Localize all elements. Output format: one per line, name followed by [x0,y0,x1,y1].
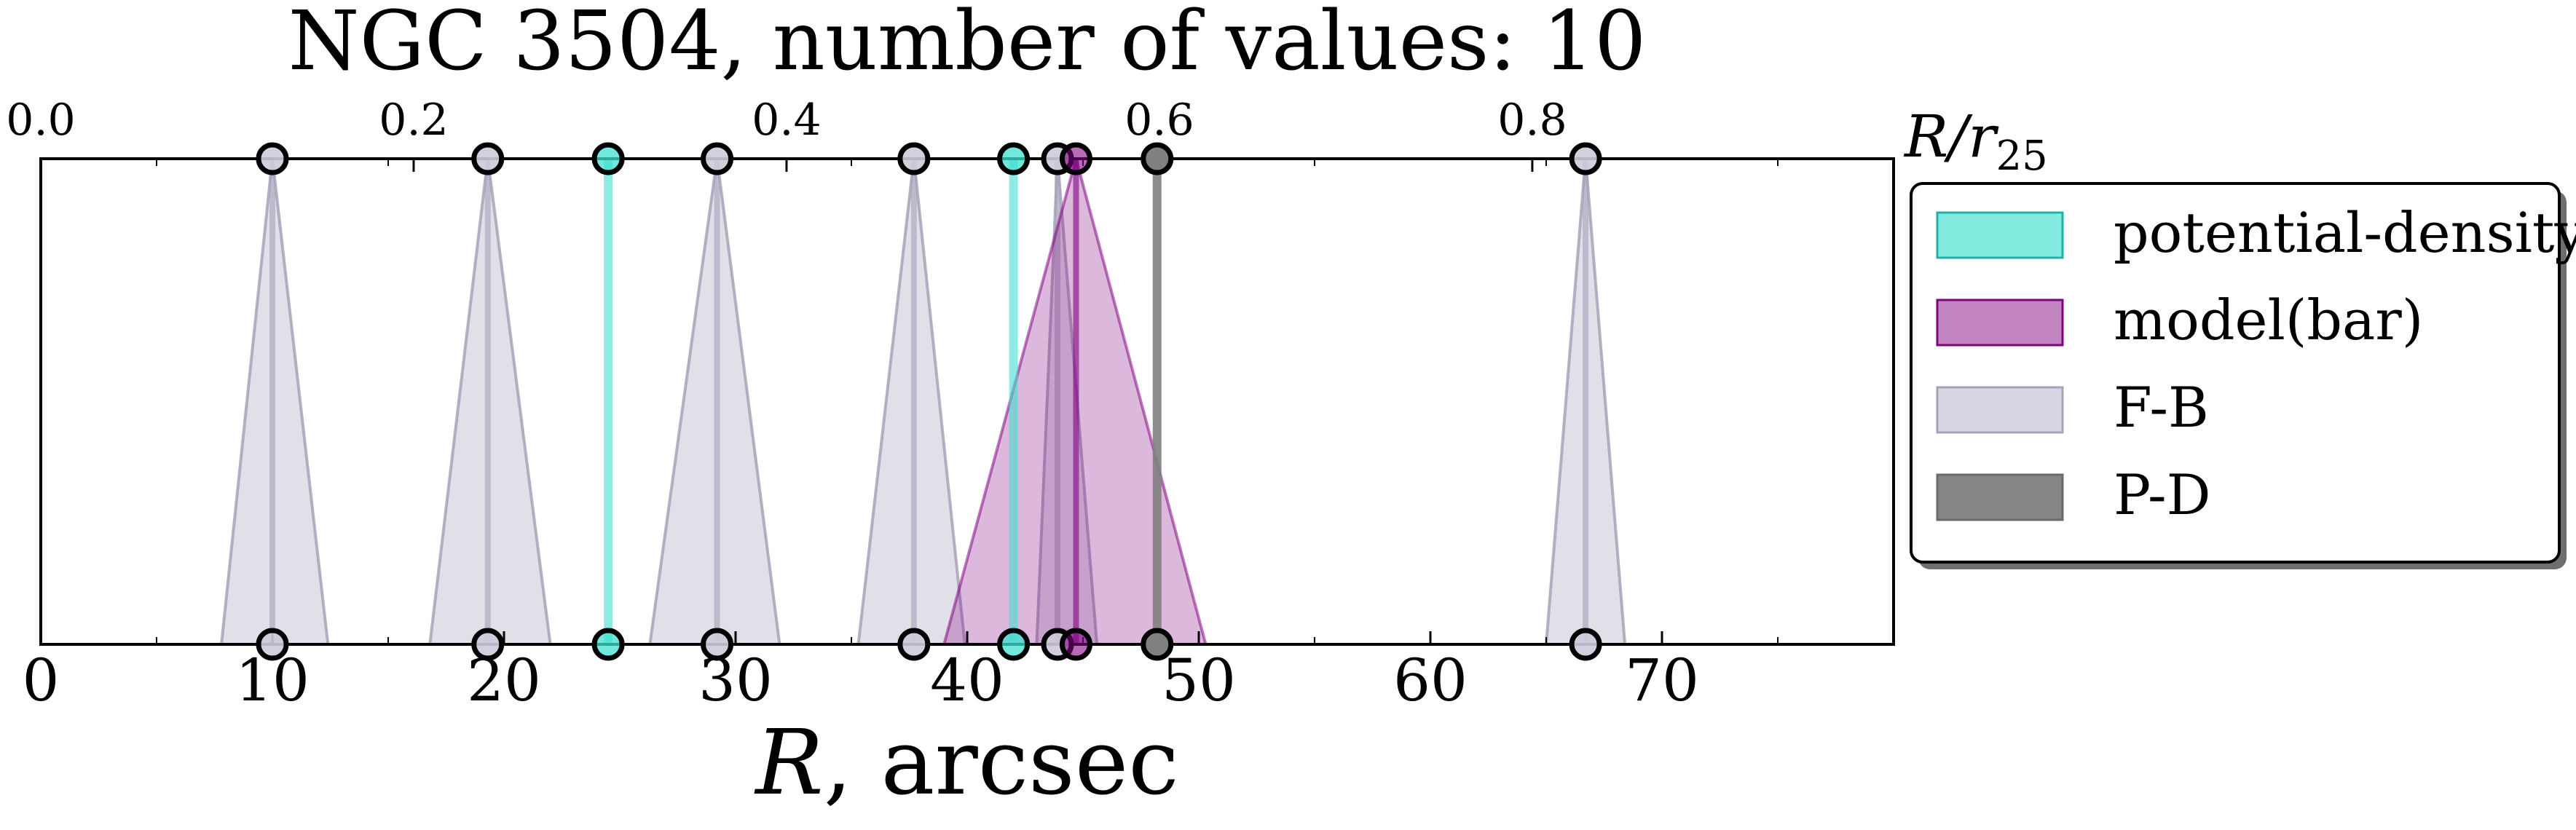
legend-label-potential-density: potential-density [2114,200,2576,265]
potential-density-marker-1-top [997,142,1031,175]
x-tick-label-6: 60 [1393,647,1468,714]
potential-density-marker-0-top [591,142,625,175]
legend-label-p-d: P-D [2114,462,2211,527]
x-tick-label-0: 0 [23,647,60,714]
legend-swatch-p-d [1936,473,2064,521]
legend-swatch-model-bar [1936,299,2064,347]
f-b-marker-0-bottom [256,628,289,661]
x-tick-label-5: 50 [1162,647,1236,714]
plot-frame [39,157,1895,646]
series-layer [220,159,1627,644]
p-d-marker-0-top [1141,142,1174,175]
marker-layer [256,142,1602,661]
f-b-marker-5-bottom [1569,628,1602,661]
legend: potential-density model(bar) F-B P-D [1910,182,2576,569]
top-axis-label-main: R/r [1903,103,1999,170]
legend-entries: potential-density model(bar) F-B P-D [1936,200,2576,527]
legend-swatch-potential-density [1936,211,2064,259]
p-d-marker-0-bottom [1141,628,1174,661]
x-tick-label-4: 40 [930,647,1004,714]
f-b-marker-0-top [256,142,289,175]
x-axis-label: R, arcsec [754,711,1178,815]
legend-swatch-f-b [1936,386,2064,434]
f-b-marker-2-bottom [701,628,734,661]
x-tick-label-7: 70 [1625,647,1699,714]
f-b-marker-5-top [1569,142,1602,175]
f-b-marker-3-top [897,142,931,175]
chart-title: NGC 3504, number of values: 10 [288,0,1647,89]
potential-density-marker-1-bottom [997,628,1031,661]
top-tick-label-1: 0.2 [379,95,448,146]
top-axis: 0.0 0.2 0.4 0.6 0.8 [6,95,1567,172]
model-bar-marker-0-top [1059,142,1092,175]
top-tick-label-0: 0.0 [6,95,75,146]
f-b-marker-2-top [701,142,734,175]
top-tick-label-4: 0.8 [1497,95,1567,146]
legend-box [1910,182,2561,564]
potential-density-marker-0-bottom [591,628,625,661]
top-axis-label: R/r25 [1903,103,2048,180]
x-axis-label-unit: , arcsec [824,711,1179,815]
f-b-marker-1-top [471,142,505,175]
model-bar-marker-0-bottom [1059,628,1092,661]
x-axis-label-var: R [754,711,823,815]
legend-label-model-bar: model(bar) [2114,288,2423,352]
f-b-marker-1-bottom [471,628,505,661]
f-b-marker-3-bottom [897,628,931,661]
legend-label-f-b: F-B [2114,375,2209,440]
top-tick-label-2: 0.4 [752,95,821,146]
top-axis-label-sub: 25 [1996,133,2047,180]
top-tick-label-3: 0.6 [1124,95,1194,146]
